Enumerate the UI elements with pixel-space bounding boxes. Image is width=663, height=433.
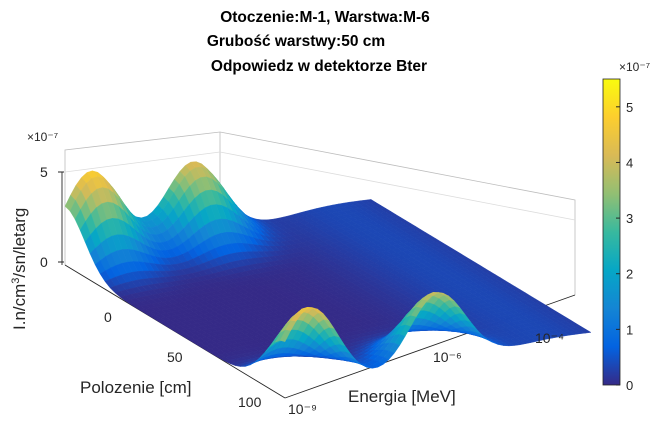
- axes-box: [64, 131, 576, 295]
- y-tick-1e-9: 10⁻⁹: [288, 401, 317, 417]
- surface-patch: [279, 329, 291, 342]
- colorbar-ticks: 0 1 2 3 4 5: [616, 100, 633, 393]
- colorbar-tick-label: 1: [626, 322, 633, 337]
- x-tick-100: 100: [238, 394, 262, 410]
- y-axis-label: Energia [MeV]: [348, 387, 456, 406]
- z-tick-0: 0: [40, 254, 48, 270]
- colorbar-tick-label: 0: [626, 378, 633, 393]
- title-line-2: Grubość warstwy:50 cm: [207, 33, 385, 50]
- x-axis-label: Polozenie [cm]: [80, 378, 192, 397]
- x-tick-0: 0: [104, 309, 112, 325]
- z-exponent: ×10⁻⁷: [27, 130, 58, 144]
- colorbar-tick-label: 4: [626, 155, 633, 170]
- colorbar-tick-label: 2: [626, 267, 633, 282]
- y-tick-1e-6: 10⁻⁶: [433, 349, 462, 365]
- y-tick-1e-4: 10⁻⁴: [535, 330, 564, 346]
- z-axis-label: I.n/cm3/sn/letarg: [10, 208, 29, 330]
- x-tick-50: 50: [167, 349, 183, 365]
- surface-plot: [64, 161, 592, 369]
- title-line-3: Odpowiedz w detektorze Bter: [211, 58, 427, 75]
- colorbar: [602, 78, 621, 386]
- title-line-1: Otoczenie:M-1, Warstwa:M-6: [220, 9, 430, 26]
- colorbar-exponent: ×10⁻⁷: [619, 60, 650, 74]
- z-tick-5: 5: [40, 164, 48, 180]
- colorbar-tick-label: 5: [626, 100, 633, 115]
- colorbar-tick-label: 3: [626, 211, 633, 226]
